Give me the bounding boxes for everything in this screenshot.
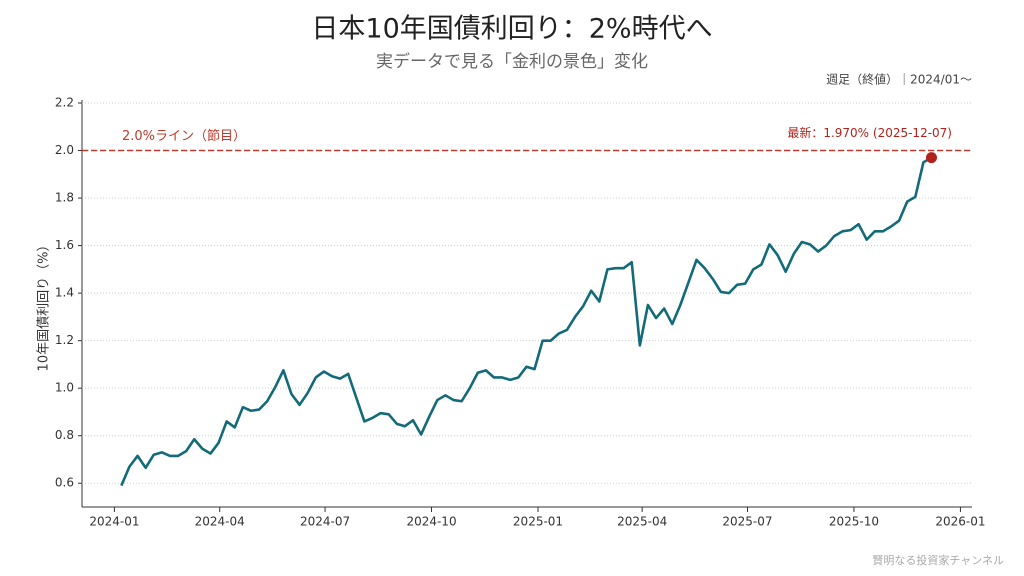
x-tick-label: 2024-07: [300, 515, 350, 529]
y-tick-label: 2.2: [55, 96, 74, 110]
chart-subtitle: 実データで見る「金利の景色」変化: [376, 51, 648, 72]
reference-label: 2.0%ライン（節目）: [122, 129, 246, 144]
y-tick-label: 0.6: [55, 476, 74, 490]
y-tick-label: 1.0: [55, 381, 74, 395]
y-tick-label: 0.8: [55, 428, 74, 442]
series-line: [120, 156, 933, 487]
y-tick-label: 1.2: [55, 333, 74, 347]
x-tick-label: 2025-01: [513, 515, 563, 529]
x-tick-label: 2024-04: [195, 515, 245, 529]
x-tick-label: 2026-01: [935, 515, 985, 529]
footer: 賢明なる投資家チャンネル: [872, 553, 1004, 567]
x-tick-label: 2024-10: [406, 515, 456, 529]
y-tick-label: 2.0: [55, 143, 74, 157]
x-tick-label: 2024-01: [89, 515, 139, 529]
x-tick-label: 2025-04: [617, 515, 667, 529]
x-tick-label: 2025-10: [829, 515, 879, 529]
latest-point: [925, 152, 937, 164]
x-tick-label: 2025-07: [722, 515, 772, 529]
y-tick-label: 1.6: [55, 238, 74, 252]
latest-label: 最新：1.970% (2025-12-07): [787, 125, 952, 140]
y-axis-label: 10年国債利回り（%）: [37, 239, 52, 372]
y-tick-label: 1.4: [55, 286, 74, 300]
chart-title: 日本10年国債利回り：2%時代へ: [311, 14, 712, 45]
y-tick-label: 1.8: [55, 191, 74, 205]
note: 週足（終値）｜2024/01〜: [826, 72, 972, 87]
